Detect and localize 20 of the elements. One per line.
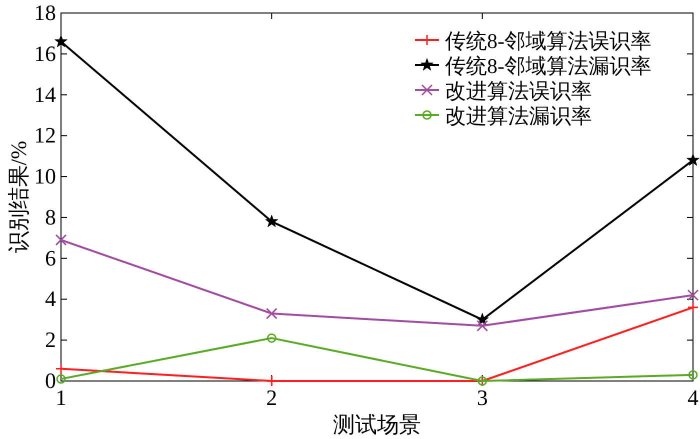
- y-tick-label: 4: [45, 286, 56, 312]
- y-tick-label: 2: [45, 327, 56, 352]
- y-tick-label: 12: [34, 122, 56, 148]
- x-axis-title: 测试场景: [333, 412, 421, 437]
- y-tick-label: 14: [34, 82, 56, 107]
- legend-label: 传统8-邻域算法漏识率: [445, 54, 652, 78]
- y-tick-label: 10: [34, 164, 56, 189]
- y-axis-title: 识别结果/%: [6, 140, 31, 254]
- legend-label: 改进算法误识率: [445, 79, 592, 103]
- x-tick-label: 3: [476, 385, 488, 410]
- y-tick-label: 8: [45, 204, 56, 230]
- legend-label: 改进算法漏识率: [445, 104, 592, 128]
- x-tick-label: 4: [688, 385, 698, 410]
- y-tick-label: 0: [45, 368, 56, 393]
- x-tick-label: 2: [266, 385, 278, 410]
- y-tick-label: 6: [45, 245, 56, 270]
- x-tick-label: 1: [56, 385, 66, 410]
- y-tick-label: 16: [34, 40, 56, 66]
- legend-label: 传统8-邻域算法误识率: [445, 29, 652, 53]
- y-tick-label: 18: [34, 0, 56, 25]
